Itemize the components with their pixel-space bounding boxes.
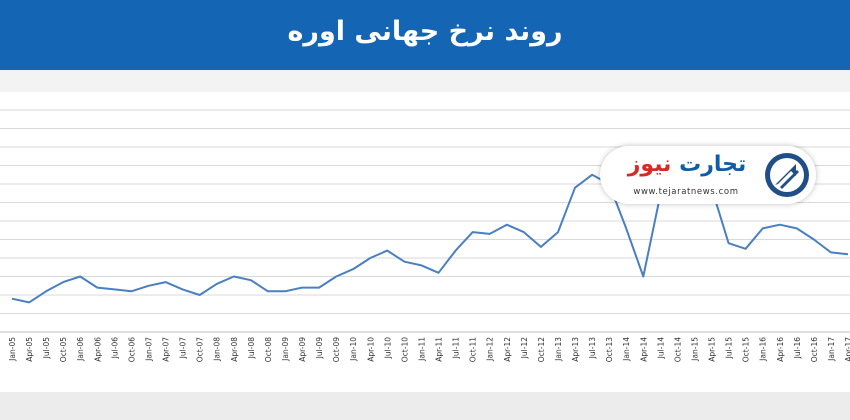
x-tick-label: Jan-17 [827, 337, 836, 362]
x-tick-label: Jul-08 [247, 337, 256, 360]
x-tick-label: Oct-06 [127, 337, 136, 362]
x-tick-label: Apr-10 [366, 337, 375, 362]
x-tick-label: Oct-07 [196, 337, 205, 362]
x-tick-label: Jan-10 [349, 337, 358, 362]
x-tick-label: Apr-06 [93, 337, 102, 362]
gridlines [0, 109, 850, 333]
x-tick-label: Jan-12 [486, 337, 495, 362]
x-tick-label: Jul-16 [793, 337, 802, 360]
x-tick-label: Oct-16 [810, 337, 819, 362]
x-tick-label: Apr-08 [230, 337, 239, 362]
tejaratnews-logo: تجارت نیوز www.tejaratnews.com [600, 146, 816, 204]
x-tick-label: Oct-15 [742, 337, 751, 362]
x-tick-label: Oct-09 [332, 337, 341, 362]
x-tick-label: Jul-06 [110, 337, 119, 360]
x-tick-label: Jan-08 [213, 337, 222, 362]
footer-strip [0, 392, 850, 420]
x-tick-label: Apr-09 [298, 337, 307, 362]
x-tick-label: Apr-12 [503, 337, 512, 362]
x-tick-label: Jul-10 [383, 337, 392, 360]
x-tick-label: Jan-13 [554, 337, 563, 362]
x-tick-label: Oct-14 [673, 337, 682, 362]
x-tick-label: Apr-05 [25, 337, 34, 362]
header-banner: روند نرخ جهانی اوره [0, 0, 850, 70]
logo-wordmark: تجارت نیوز [614, 152, 760, 177]
header-divider [0, 70, 850, 92]
chart-panel [0, 92, 850, 392]
arrow-circle-icon [765, 153, 809, 197]
x-tick-label: Jan-14 [622, 337, 631, 362]
x-tick-label: Oct-08 [264, 337, 273, 362]
x-tick-label: Oct-13 [605, 337, 614, 362]
x-tick-label: Jul-09 [315, 337, 324, 360]
logo-url: www.tejaratnews.com [633, 187, 739, 197]
x-tick-label: Apr-13 [571, 337, 580, 362]
x-tick-label: Jan-11 [417, 337, 426, 362]
x-tick-label: Jul-11 [452, 337, 461, 360]
logo-word-news: نیوز [627, 152, 672, 177]
x-tick-label: Jul-07 [179, 337, 188, 360]
x-tick-label: Jan-06 [76, 337, 85, 362]
x-tick-label: Oct-11 [469, 337, 478, 362]
x-tick-label: Oct-12 [537, 337, 546, 362]
x-tick-label: Jul-15 [725, 337, 734, 360]
x-tick-label: Jul-05 [42, 337, 51, 360]
x-tick-label: Apr-17 [844, 337, 850, 362]
x-tick-label: Apr-07 [162, 337, 171, 362]
x-tick-label: Jan-07 [144, 337, 153, 362]
x-tick-label: Jan-15 [690, 337, 699, 362]
x-tick-label: Oct-05 [59, 337, 68, 362]
x-tick-label: Apr-16 [776, 337, 785, 362]
page-title: روند نرخ جهانی اوره [287, 15, 563, 47]
x-tick-label: Jan-16 [759, 337, 768, 362]
x-tick-label: Jul-14 [656, 337, 665, 360]
x-axis-ticks: Jan-05 Apr-05 Jul-05 Oct-05 Jan-06 Apr-06 Jul-… [8, 337, 850, 362]
x-tick-label: Jul-13 [588, 337, 597, 360]
x-tick-label: Oct-10 [400, 337, 409, 362]
x-tick-label: Apr-15 [708, 337, 717, 362]
logo-word-tejarat: تجارت [679, 152, 747, 177]
x-tick-label: Apr-14 [639, 337, 648, 362]
x-tick-label: Jul-12 [520, 337, 529, 360]
x-tick-label: Apr-11 [435, 337, 444, 362]
x-tick-label: Jan-09 [281, 337, 290, 362]
x-tick-label: Jan-05 [8, 337, 17, 362]
